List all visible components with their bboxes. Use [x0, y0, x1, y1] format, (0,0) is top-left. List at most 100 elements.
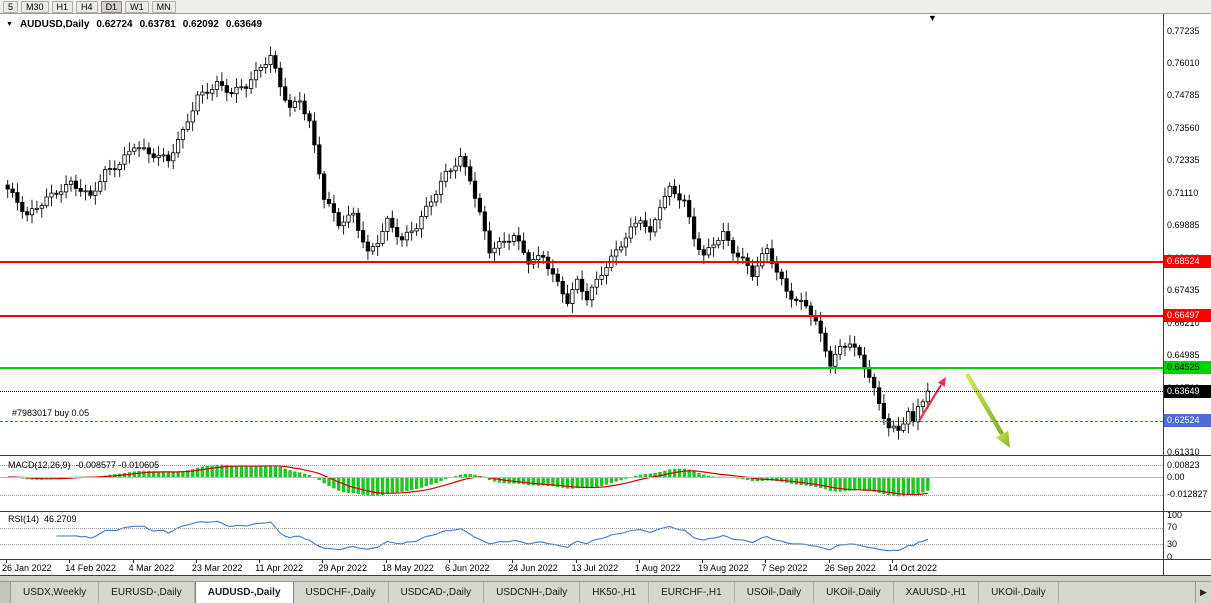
- tab-ukoil-daily[interactable]: UKOil-,Daily: [979, 582, 1059, 603]
- tab-usdchf-daily[interactable]: USDCHF-,Daily: [294, 582, 389, 603]
- date-tick: [575, 560, 577, 563]
- tab-hk50-h1[interactable]: HK50-,H1: [580, 582, 650, 603]
- chart-tabs-bar: USDX,Weekly EURUSD-,Daily AUDUSD-,Daily USD…: [0, 581, 1211, 603]
- level-line-resistance-2[interactable]: [0, 314, 1163, 317]
- price-badge-resistance-2: 0.66497: [1164, 309, 1211, 323]
- tab-scroll-right-button[interactable]: ▶: [1195, 582, 1211, 603]
- macd-axis-label: 0.00: [1167, 471, 1185, 482]
- ohlc-high: 0.63781: [139, 19, 176, 30]
- tab-eurchf-h1[interactable]: EURCHF-,H1: [649, 582, 735, 603]
- date-axis-label: 7 Sep 2022: [761, 563, 808, 573]
- tab-ukoil-daily[interactable]: UKOil-,Daily: [814, 582, 894, 603]
- price-axis-label: 0.61310: [1167, 447, 1200, 458]
- tab-usoil-daily[interactable]: USOil-,Daily: [735, 582, 815, 603]
- date-axis-label: 24 Jun 2022: [508, 563, 558, 573]
- macd-pane-separator[interactable]: [0, 455, 1211, 456]
- rsi-level-line: [0, 527, 1163, 529]
- ohlc-low: 0.62092: [182, 19, 219, 30]
- date-tick: [6, 560, 7, 563]
- tab-scroll-left-button[interactable]: [0, 582, 11, 603]
- red-up-arrow-annotation[interactable]: [918, 377, 946, 422]
- macd-name: MACD(12,26,9): [8, 460, 71, 470]
- price-axis-label: 0.71110: [1167, 187, 1199, 198]
- date-tick: [448, 560, 450, 563]
- price-axis-label: 0.67435: [1167, 285, 1200, 296]
- date-axis-label: 14 Feb 2022: [65, 563, 116, 573]
- timeframe-button-W1[interactable]: W1: [125, 0, 149, 13]
- rsi-series: [56, 520, 929, 552]
- scroll-strip[interactable]: [0, 576, 1211, 581]
- date-tick: [828, 560, 830, 563]
- rsi-axis-label: 0: [1167, 551, 1173, 562]
- macd-axis-label: -0.012827: [1167, 489, 1208, 500]
- price-chart-canvas[interactable]: [0, 0, 1163, 575]
- timeframe-button-H1[interactable]: H1: [51, 0, 74, 13]
- date-axis-label: 4 Mar 2022: [128, 563, 175, 573]
- tab-usdcad-daily[interactable]: USDCAD-,Daily: [389, 582, 485, 603]
- chart-shift-marker-icon[interactable]: ▼: [928, 13, 937, 23]
- date-axis-label: 29 Apr 2022: [318, 563, 367, 573]
- rsi-pane-separator[interactable]: [0, 511, 1211, 512]
- tab-usdcnh-daily[interactable]: USDCNH-,Daily: [484, 582, 581, 603]
- tab-usdx-weekly[interactable]: USDX,Weekly: [11, 582, 100, 603]
- chart-symbol-label: AUDUSD,Daily: [19, 19, 90, 30]
- price-axis-label: 0.76010: [1167, 57, 1200, 68]
- date-axis-label: 13 Jul 2022: [571, 563, 619, 573]
- date-axis-label: 11 Apr 2022: [255, 563, 303, 573]
- date-tick: [132, 560, 134, 563]
- price-badge-support-green: 0.64525: [1164, 361, 1211, 375]
- open-position-label: #7983017 buy 0.05: [12, 407, 90, 418]
- macd-level-line: [0, 465, 1163, 467]
- rsi-indicator-label: RSI(14) 46.2709: [8, 514, 82, 524]
- ohlc-open: 0.62724: [96, 19, 133, 30]
- level-line-current-price[interactable]: [0, 391, 1163, 393]
- tab-audusd-daily[interactable]: AUDUSD-,Daily: [194, 582, 294, 603]
- level-line-resistance-1[interactable]: [0, 260, 1163, 263]
- date-axis-label: 18 May 2022: [381, 563, 434, 573]
- macd-indicator-label: MACD(12,26,9) -0.008577 -0.010605: [8, 460, 164, 470]
- date-tick: [259, 560, 261, 563]
- level-line-position-line[interactable]: [0, 420, 1163, 422]
- tab-eurusd-daily[interactable]: EURUSD-,Daily: [99, 582, 195, 603]
- timeframe-button-H4[interactable]: H4: [76, 0, 98, 13]
- timeframe-toolbar: 5 M30 H1 H4 D1 W1 MN: [0, 0, 1211, 14]
- date-tick: [891, 560, 893, 563]
- timeframe-button-D1[interactable]: D1: [100, 0, 123, 13]
- price-badge-current-price: 0.63649: [1164, 384, 1211, 398]
- price-axis-border: [1163, 14, 1164, 575]
- price-axis-label: 0.72335: [1167, 155, 1200, 166]
- timeframe-button-MN[interactable]: MN: [151, 0, 176, 13]
- date-tick: [702, 560, 704, 563]
- price-axis-label: 0.77235: [1167, 25, 1200, 36]
- date-tick: [69, 560, 71, 563]
- macd-values: -0.008577 -0.010605: [75, 460, 160, 470]
- tab-xauusd-h1[interactable]: XAUUSD-,H1: [894, 582, 980, 603]
- price-axis-label: 0.66210: [1167, 317, 1200, 328]
- date-tick: [322, 560, 324, 563]
- date-tick: [512, 560, 514, 563]
- price-badge-position-line: 0.62524: [1164, 414, 1211, 428]
- rsi-level-line: [0, 544, 1163, 546]
- date-axis-label: 26 Jan 2022: [2, 563, 52, 573]
- date-axis-label: 19 Aug 2022: [698, 563, 749, 573]
- price-axis-label: 0.64985: [1167, 350, 1200, 361]
- rsi-axis-label: 100: [1167, 509, 1183, 520]
- timeframe-button-M30[interactable]: M30: [21, 0, 49, 13]
- level-line-support-green[interactable]: [0, 366, 1163, 369]
- date-axis-label: 26 Sep 2022: [824, 563, 876, 573]
- date-tick: [765, 560, 767, 563]
- date-axis[interactable]: 26 Jan 2022 14 Feb 2022 4 Mar 2022 23 Mar 2…: [0, 560, 1163, 575]
- green-down-arrow-annotation[interactable]: [965, 372, 1010, 448]
- date-tick: [638, 560, 640, 563]
- date-axis-label: 14 Oct 2022: [887, 563, 938, 573]
- price-axis-label: 0.69885: [1167, 220, 1200, 231]
- timeframe-button-5[interactable]: 5: [3, 0, 19, 13]
- date-axis-label: 6 Jun 2022: [444, 563, 490, 573]
- price-axis-label: 0.73560: [1167, 122, 1200, 133]
- rsi-axis-label: 30: [1167, 538, 1178, 549]
- date-tick: [385, 560, 387, 563]
- rsi-name: RSI(14): [8, 514, 40, 524]
- macd-level-line: [0, 477, 1163, 478]
- macd-axis-label: 0.00823: [1167, 459, 1200, 470]
- symbol-dropdown-icon[interactable]: ▼: [6, 21, 13, 28]
